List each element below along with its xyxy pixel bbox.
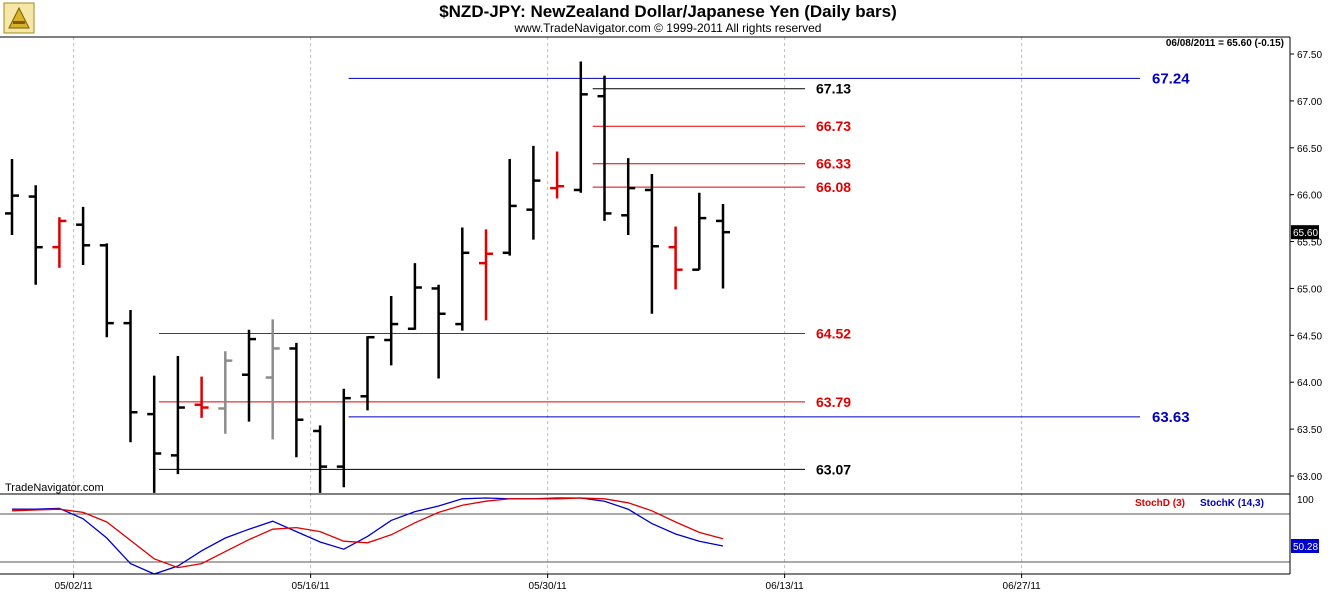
ohlc-bar [313, 425, 328, 493]
level-lines: 67.24 67.13 66.73 66.33 66.08 64.52 63.79 63.63… [158, 70, 1190, 477]
level-label: 63.79 [816, 394, 851, 410]
stoch-last-box [1291, 539, 1319, 553]
stoch-d-line [11, 497, 724, 569]
ohlc-bar [123, 310, 138, 443]
ohlc-bar [431, 284, 446, 379]
stoch-last-label: 50.28 [1293, 542, 1318, 553]
ohlc-bar [526, 145, 541, 240]
ohlc-bar [455, 227, 470, 331]
y-tick-label: 65.50 [1297, 238, 1322, 249]
ohlc-bar [147, 375, 162, 493]
level-label: 66.73 [816, 118, 851, 134]
price-info: 06/08/2011 = 65.60 (-0.15) [1166, 38, 1284, 49]
chart-subtitle: www.TradeNavigator.com © 1999-2011 All r… [514, 21, 822, 35]
level-label: 66.33 [816, 156, 851, 172]
last-price-label: 65.60 [1293, 228, 1318, 239]
stoch-scale-label: 100 [1297, 495, 1314, 506]
chart-title: $NZD-JPY: NewZealand Dollar/Japanese Yen… [439, 2, 897, 21]
ohlc-bar [407, 263, 422, 331]
stochastic-panel: 100 50.28 StochD (3) StochK (14,3) [0, 495, 1319, 575]
ohlc-bar [336, 388, 351, 488]
x-tick-label: 05/30/11 [529, 581, 568, 592]
ohlc-bar [502, 159, 517, 256]
level-label: 67.13 [816, 81, 851, 97]
ohlc-bar [170, 355, 185, 475]
ohlc-bar [384, 295, 399, 366]
ohlc-bar [242, 329, 256, 422]
ohlc-bar [479, 229, 493, 321]
axes: 63.00 63.50 64.00 64.50 65.00 65.50 66.00 66.50… [0, 36, 1322, 592]
ohlc-bar [716, 204, 730, 289]
x-tick-label: 05/02/11 [55, 581, 94, 592]
ohlc-bar [573, 61, 588, 193]
level-label: 64.52 [816, 325, 851, 341]
y-tick-label: 66.00 [1297, 191, 1322, 202]
level-label: 67.24 [1152, 70, 1190, 87]
ohlc-bar [289, 342, 304, 458]
x-tick-label: 06/27/11 [1003, 581, 1042, 592]
ohlc-bar [644, 174, 659, 314]
ohlc-bar [52, 217, 67, 268]
ohlc-bar [692, 192, 707, 271]
title-bar: $NZD-JPY: NewZealand Dollar/Japanese Yen… [0, 0, 1336, 37]
x-tick-label: 06/13/11 [766, 581, 805, 592]
trade-navigator-logo-icon [3, 2, 35, 34]
y-tick-label: 67.50 [1297, 50, 1322, 61]
y-tick-label: 65.00 [1297, 284, 1322, 295]
y-tick-label: 64.00 [1297, 378, 1322, 389]
level-label: 66.08 [816, 179, 851, 195]
y-tick-label: 63.00 [1297, 472, 1322, 483]
watermark: TradeNavigator.com [5, 482, 104, 494]
ohlc-bar [597, 75, 612, 221]
level-label: 63.07 [816, 461, 851, 477]
ohlc-bar [360, 335, 375, 411]
ohlc-bar [99, 243, 114, 338]
last-price-box [1291, 225, 1319, 240]
y-tick-label: 64.50 [1297, 331, 1322, 342]
x-tick-label: 05/16/11 [292, 581, 331, 592]
price-bars [5, 61, 730, 493]
ohlc-bar [668, 226, 683, 290]
stoch-legend-entry: StochK (14,3) [1200, 498, 1264, 509]
stoch-legend-entry: StochD (3) [1135, 498, 1185, 509]
ohlc-bar [621, 158, 636, 235]
y-tick-label: 67.00 [1297, 97, 1322, 108]
ohlc-bar [218, 351, 233, 434]
ohlc-bar [76, 206, 91, 265]
y-tick-label: 66.50 [1297, 144, 1322, 155]
ohlc-bar [5, 159, 19, 235]
ohlc-bar [265, 319, 280, 440]
ohlc-bar [28, 185, 43, 285]
level-label: 63.63 [1152, 409, 1190, 426]
stoch-k-line [12, 497, 724, 575]
y-tick-label: 63.50 [1297, 425, 1322, 436]
ohlc-bar [194, 376, 209, 418]
ohlc-bar [550, 151, 565, 199]
